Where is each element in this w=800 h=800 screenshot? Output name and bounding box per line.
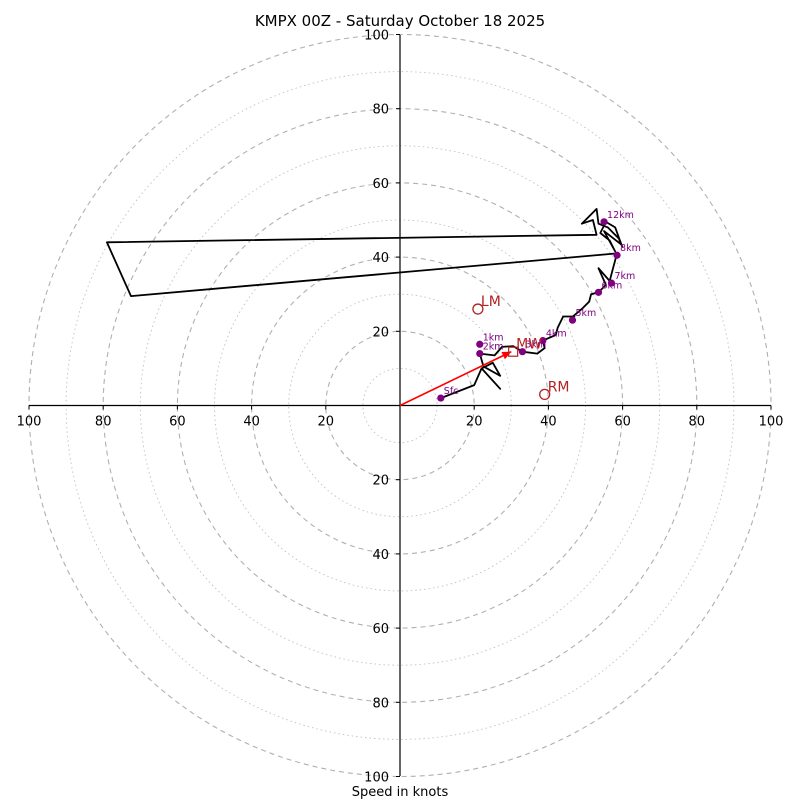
hodograph-line — [106, 207, 624, 399]
y-tick-label: 20 — [372, 325, 389, 340]
storm-motion-lm — [472, 303, 484, 315]
shear-vector-line — [399, 350, 512, 407]
x-tick-label: 20 — [318, 415, 335, 430]
height-marker-1km — [476, 340, 484, 348]
y-tick-label: 20 — [372, 474, 389, 489]
height-marker-label: 5km — [576, 308, 597, 319]
height-marker-label: 8km — [620, 243, 641, 254]
height-marker-label: 2km — [483, 342, 504, 353]
y-tick-label: 60 — [372, 622, 389, 637]
x-tick-label: 60 — [614, 415, 631, 430]
height-marker-12km — [600, 218, 608, 226]
storm-motion-mw — [508, 346, 519, 357]
height-marker-label: 1km — [483, 332, 504, 343]
storm-motion-label: MW — [516, 337, 542, 353]
shear-vector — [399, 350, 512, 407]
x-tick-label: 80 — [95, 415, 112, 430]
height-marker-label: 4km — [546, 329, 567, 340]
height-marker-label: 12km — [607, 210, 634, 221]
storm-motion-label: RM — [548, 379, 570, 395]
height-marker-5km — [568, 316, 577, 324]
x-tick-label: 60 — [169, 415, 186, 430]
y-tick-label: 100 — [364, 771, 389, 786]
y-tick-label: 100 — [364, 29, 389, 44]
hodograph-trace — [106, 207, 624, 399]
y-tick-label: 40 — [372, 251, 389, 266]
y-tick-label: 80 — [372, 103, 389, 118]
height-marker-4km — [539, 336, 547, 345]
height-marker-3km — [518, 348, 527, 356]
height-marker-6km — [594, 288, 603, 296]
height-marker-label: Sfc — [444, 386, 459, 397]
x-tick-label: 40 — [243, 415, 260, 430]
x-tick-labels: 100 80 60 40 20 20 40 60 80 100 — [17, 405, 784, 430]
storm-motion-markers: LM MW RM — [472, 294, 570, 401]
y-tick-labels: 100 80 60 40 20 20 40 60 80 100 — [364, 29, 400, 786]
x-tick-label: 100 — [759, 415, 784, 430]
height-marker-label: 3km — [525, 340, 546, 351]
x-axis-label: Speed in knots — [352, 785, 449, 800]
height-marker-2km — [476, 349, 484, 358]
storm-motion-rm — [539, 388, 551, 401]
height-marker-label: 7km — [614, 271, 635, 282]
x-tick-label: 20 — [466, 415, 483, 430]
y-tick-label: 40 — [372, 548, 389, 563]
height-marker-sfc — [437, 394, 445, 402]
x-tick-label: 40 — [540, 415, 557, 430]
height-marker-7km — [607, 279, 616, 287]
y-tick-label: 60 — [372, 177, 389, 192]
height-marker-8km — [613, 251, 621, 259]
x-tick-label: 80 — [689, 415, 706, 430]
chart-title: KMPX 00Z - Saturday October 18 2025 — [255, 12, 545, 30]
storm-motion-label: LM — [481, 294, 501, 310]
height-markers: Sfc1km2km3km4km5km6km7km8km12km — [437, 210, 641, 402]
y-tick-label: 80 — [372, 696, 389, 711]
x-tick-label: 100 — [17, 415, 42, 430]
